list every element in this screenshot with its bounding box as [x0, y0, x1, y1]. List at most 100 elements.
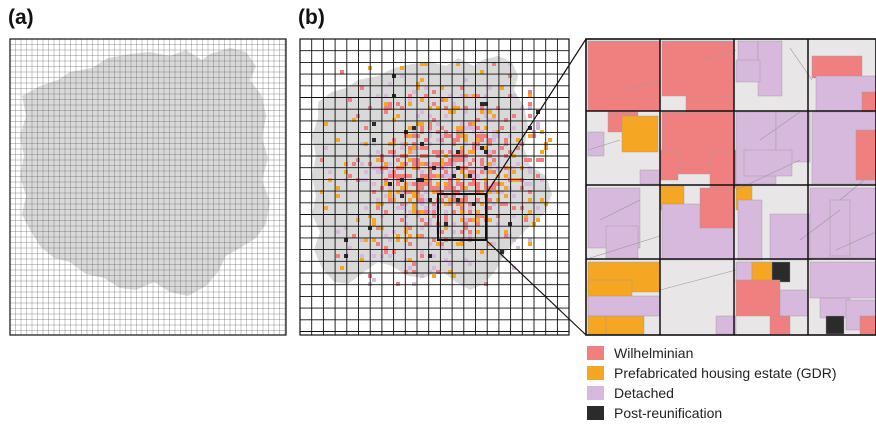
land-use-cell	[396, 158, 400, 162]
land-use-cell	[472, 94, 476, 98]
land-use-cell	[460, 122, 464, 126]
land-use-cell	[388, 182, 392, 186]
land-use-cell	[424, 178, 428, 182]
land-use-cell	[452, 274, 456, 278]
land-use-cell	[480, 134, 484, 138]
land-use-cell	[384, 106, 388, 110]
land-use-cell	[384, 162, 388, 166]
land-use-cell	[504, 194, 508, 198]
land-use-cell	[372, 222, 376, 226]
land-use-cell	[384, 110, 388, 114]
land-use-cell	[348, 98, 352, 102]
land-use-cell	[548, 138, 552, 142]
land-use-cell	[448, 202, 452, 206]
zoom-parcel	[855, 129, 876, 181]
land-use-cell	[492, 150, 496, 154]
land-use-cell	[424, 190, 428, 194]
land-use-cell	[468, 218, 472, 222]
land-use-cell	[416, 214, 420, 218]
land-use-cell	[400, 206, 404, 210]
land-use-cell	[464, 110, 468, 114]
land-use-cell	[536, 206, 540, 210]
land-use-cell	[408, 226, 412, 230]
land-use-cell	[524, 182, 528, 186]
land-use-cell	[472, 202, 476, 206]
fine-grid-a	[10, 39, 286, 335]
land-use-cell	[420, 98, 424, 102]
land-use-cell	[472, 218, 476, 222]
land-use-cell	[476, 146, 480, 150]
land-use-cell	[376, 198, 380, 202]
land-use-cell	[500, 86, 504, 90]
land-use-cell	[356, 114, 360, 118]
land-use-cell	[388, 194, 392, 198]
land-use-cell	[384, 194, 388, 198]
legend-swatch-wilhelminian	[587, 346, 604, 360]
street-line	[699, 49, 737, 61]
land-use-cell	[412, 90, 416, 94]
street-line	[587, 139, 621, 151]
land-use-cell	[500, 126, 504, 130]
land-use-cell	[456, 158, 460, 162]
land-use-cell	[456, 106, 460, 110]
land-use-cell	[484, 134, 488, 138]
land-use-cell	[408, 266, 412, 270]
land-use-cell	[432, 174, 436, 178]
land-use-cell	[340, 266, 344, 270]
land-use-cell	[460, 230, 464, 234]
land-use-cell	[400, 162, 404, 166]
land-use-cell	[412, 146, 416, 150]
land-use-cell	[360, 258, 364, 262]
land-use-cell	[500, 146, 504, 150]
land-use-cell	[468, 182, 472, 186]
zoom-inset-frame	[585, 38, 876, 336]
land-use-cell	[404, 130, 408, 134]
land-use-cell	[372, 138, 376, 142]
land-use-cell	[440, 174, 444, 178]
land-use-cell	[440, 190, 444, 194]
land-use-cell	[372, 190, 376, 194]
zoom-parcel	[709, 149, 741, 189]
zoom-parcel	[735, 279, 781, 317]
land-use-cell	[440, 138, 444, 142]
land-use-cell	[396, 238, 400, 242]
land-use-cell	[448, 150, 452, 154]
land-use-cell	[396, 102, 400, 106]
land-use-cell	[468, 262, 472, 266]
land-use-cell	[436, 138, 440, 142]
land-use-cell	[468, 174, 472, 178]
land-use-cell	[536, 110, 540, 114]
land-use-cell	[536, 122, 540, 126]
land-use-cell	[508, 174, 512, 178]
land-use-cell	[460, 130, 464, 134]
land-use-cell	[528, 114, 532, 118]
legend-label-detached: Detached	[614, 385, 674, 401]
land-use-cell	[412, 282, 416, 286]
land-use-cell	[416, 178, 420, 182]
land-use-cell	[424, 62, 428, 66]
land-use-cell	[540, 150, 544, 154]
land-use-cell	[472, 130, 476, 134]
land-use-cell	[460, 134, 464, 138]
land-use-cell	[460, 86, 464, 90]
land-use-cell	[460, 218, 464, 222]
land-use-cell	[372, 218, 376, 222]
land-use-cell	[512, 170, 516, 174]
land-use-cell	[416, 86, 420, 90]
land-use-cell	[436, 130, 440, 134]
zoom-parcel	[639, 169, 661, 185]
land-use-cell	[416, 210, 420, 214]
land-use-cell	[448, 158, 452, 162]
zoom-parcels	[587, 40, 876, 335]
land-use-cell	[484, 102, 488, 106]
land-use-cell	[396, 174, 400, 178]
zoom-parcel	[661, 40, 735, 97]
land-use-cell	[428, 210, 432, 214]
land-use-cell	[528, 126, 532, 130]
land-use-cell	[324, 146, 328, 150]
panel-b-frame	[299, 38, 570, 336]
land-use-cell	[388, 186, 392, 190]
land-use-cell	[412, 210, 416, 214]
land-use-cell	[492, 182, 496, 186]
land-use-cell	[364, 126, 368, 130]
